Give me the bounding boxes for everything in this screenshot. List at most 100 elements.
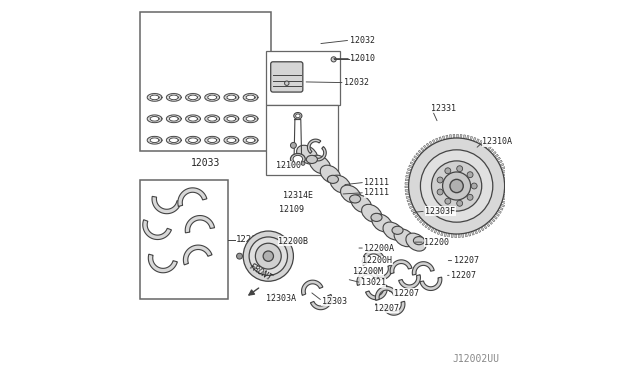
- Polygon shape: [440, 232, 444, 236]
- Polygon shape: [405, 182, 409, 184]
- Polygon shape: [390, 260, 412, 274]
- Polygon shape: [436, 138, 438, 142]
- Polygon shape: [147, 137, 162, 144]
- Polygon shape: [485, 144, 488, 148]
- Text: 12111: 12111: [364, 178, 389, 187]
- Bar: [140, 180, 228, 299]
- Polygon shape: [205, 137, 220, 144]
- Ellipse shape: [307, 155, 317, 163]
- Circle shape: [420, 150, 493, 222]
- Ellipse shape: [291, 154, 305, 164]
- Circle shape: [437, 189, 443, 195]
- Polygon shape: [412, 158, 416, 162]
- Polygon shape: [493, 215, 497, 219]
- Circle shape: [243, 231, 293, 281]
- Polygon shape: [492, 151, 496, 155]
- Text: 12111: 12111: [364, 188, 389, 197]
- Polygon shape: [467, 135, 469, 140]
- Polygon shape: [444, 232, 447, 237]
- Circle shape: [408, 138, 504, 234]
- Polygon shape: [456, 134, 458, 138]
- Polygon shape: [150, 116, 159, 121]
- Polygon shape: [150, 138, 159, 142]
- Polygon shape: [166, 115, 181, 123]
- Polygon shape: [405, 189, 409, 192]
- Polygon shape: [463, 135, 465, 139]
- Polygon shape: [205, 115, 220, 123]
- Text: 12033: 12033: [191, 158, 220, 167]
- Text: 12207: 12207: [394, 289, 419, 298]
- Circle shape: [450, 179, 463, 193]
- Polygon shape: [482, 142, 486, 146]
- Polygon shape: [147, 93, 162, 101]
- Polygon shape: [406, 172, 410, 174]
- Circle shape: [437, 177, 443, 183]
- Polygon shape: [476, 139, 479, 143]
- FancyBboxPatch shape: [271, 62, 303, 92]
- Polygon shape: [429, 141, 433, 145]
- Circle shape: [467, 194, 473, 200]
- Polygon shape: [465, 233, 467, 237]
- Ellipse shape: [293, 155, 303, 163]
- Bar: [266, 105, 339, 175]
- Polygon shape: [307, 139, 321, 154]
- Polygon shape: [365, 285, 387, 300]
- Text: 12303A: 12303A: [266, 294, 296, 303]
- Polygon shape: [461, 234, 464, 237]
- Ellipse shape: [328, 175, 339, 183]
- Polygon shape: [170, 138, 178, 142]
- Polygon shape: [468, 232, 471, 236]
- Polygon shape: [504, 180, 508, 183]
- Polygon shape: [458, 234, 460, 238]
- Polygon shape: [495, 154, 499, 158]
- Polygon shape: [178, 188, 207, 206]
- Polygon shape: [166, 93, 181, 101]
- Circle shape: [331, 57, 336, 62]
- Circle shape: [457, 166, 463, 171]
- Polygon shape: [424, 145, 427, 149]
- Polygon shape: [170, 116, 178, 121]
- Polygon shape: [475, 230, 477, 234]
- Circle shape: [291, 142, 296, 148]
- Polygon shape: [439, 137, 442, 141]
- Text: 12200H: 12200H: [362, 256, 392, 265]
- Polygon shape: [227, 138, 236, 142]
- Polygon shape: [166, 137, 181, 144]
- Ellipse shape: [296, 145, 317, 164]
- Polygon shape: [357, 271, 378, 285]
- Polygon shape: [486, 223, 490, 227]
- Polygon shape: [185, 215, 214, 233]
- Polygon shape: [410, 205, 413, 209]
- Polygon shape: [483, 225, 487, 229]
- Polygon shape: [453, 134, 455, 138]
- Polygon shape: [376, 286, 397, 300]
- Polygon shape: [497, 157, 500, 161]
- Text: 12032: 12032: [344, 78, 369, 87]
- Polygon shape: [186, 137, 200, 144]
- Text: 12207: 12207: [451, 271, 476, 280]
- Polygon shape: [481, 227, 484, 231]
- Polygon shape: [500, 163, 504, 167]
- Polygon shape: [433, 140, 436, 144]
- Circle shape: [445, 168, 451, 174]
- Circle shape: [445, 198, 451, 204]
- Polygon shape: [243, 137, 258, 144]
- Polygon shape: [491, 218, 495, 222]
- Polygon shape: [504, 184, 508, 186]
- Polygon shape: [406, 196, 410, 199]
- Text: 12100: 12100: [276, 161, 301, 170]
- Circle shape: [249, 237, 287, 275]
- Polygon shape: [460, 134, 462, 138]
- Polygon shape: [184, 245, 212, 265]
- Bar: [140, 13, 271, 151]
- Polygon shape: [413, 211, 417, 215]
- Text: 12200A: 12200A: [364, 244, 394, 253]
- Polygon shape: [224, 137, 239, 144]
- Text: 12303F: 12303F: [425, 206, 455, 216]
- Text: 12331: 12331: [431, 104, 456, 113]
- Polygon shape: [504, 191, 508, 193]
- Polygon shape: [152, 196, 181, 214]
- Polygon shape: [490, 149, 494, 153]
- Polygon shape: [504, 177, 508, 179]
- Polygon shape: [447, 233, 450, 237]
